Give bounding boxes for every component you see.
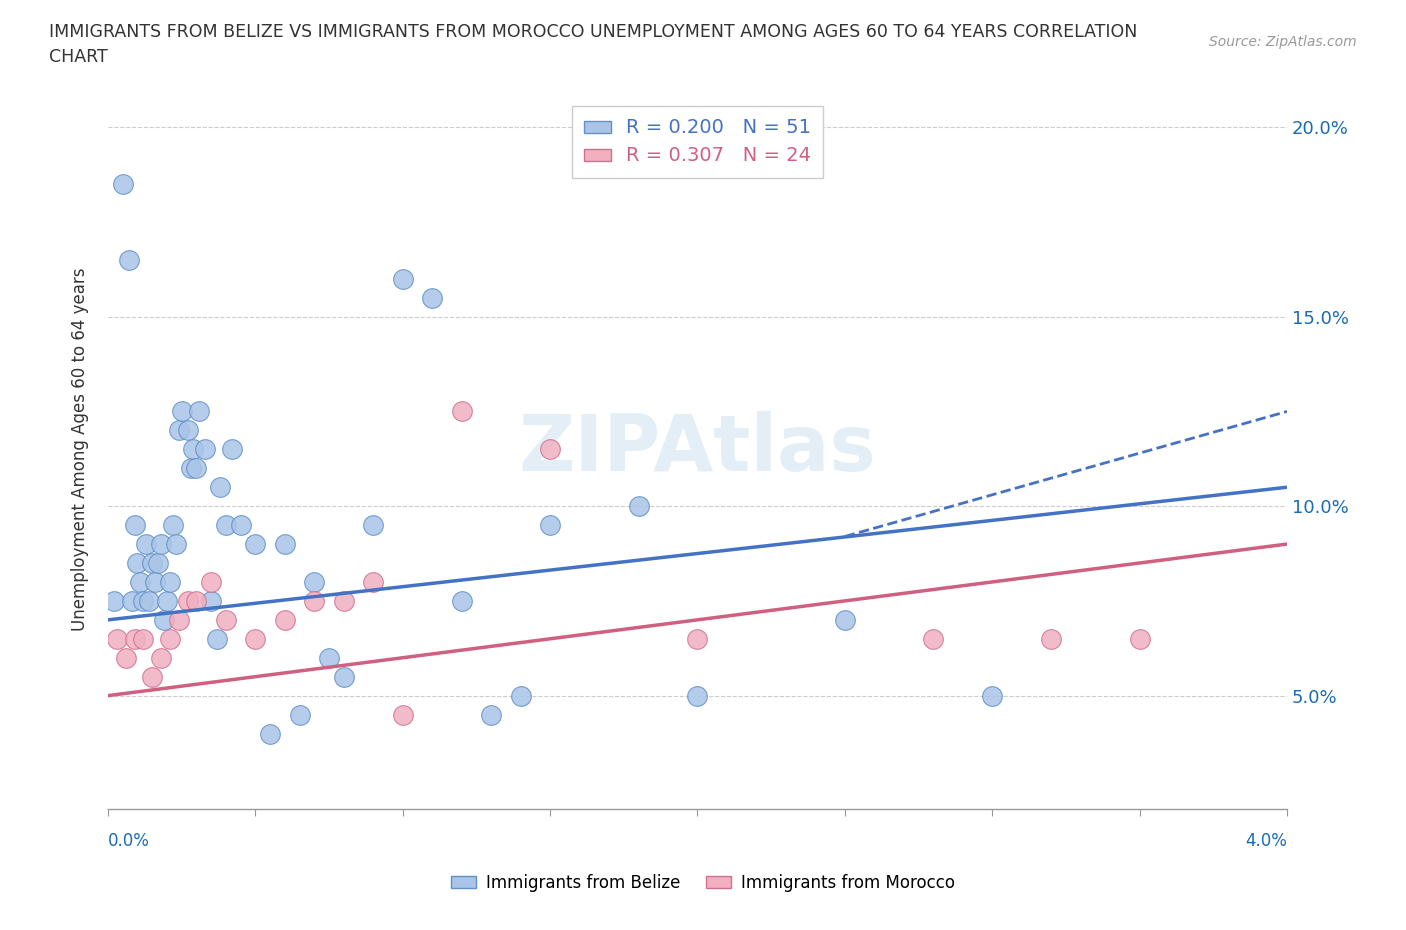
Point — [121, 593, 143, 608]
Point — [274, 537, 297, 551]
Point — [627, 498, 650, 513]
Point — [114, 650, 136, 665]
Point — [117, 252, 139, 267]
Point — [318, 650, 340, 665]
Point — [200, 593, 222, 608]
Point — [208, 480, 231, 495]
Point — [111, 177, 134, 192]
Point — [259, 726, 281, 741]
Text: 0.0%: 0.0% — [108, 832, 150, 850]
Point — [288, 707, 311, 722]
Point — [333, 670, 356, 684]
Point — [162, 518, 184, 533]
Point — [132, 631, 155, 646]
Y-axis label: Unemployment Among Ages 60 to 64 years: Unemployment Among Ages 60 to 64 years — [72, 268, 89, 631]
Point — [333, 593, 356, 608]
Point — [124, 631, 146, 646]
Point — [361, 575, 384, 590]
Point — [188, 404, 211, 418]
Point — [159, 575, 181, 590]
Point — [141, 670, 163, 684]
Point — [103, 593, 125, 608]
Point — [391, 272, 413, 286]
Point — [180, 461, 202, 476]
Point — [124, 518, 146, 533]
Point — [127, 555, 149, 570]
Point — [135, 537, 157, 551]
Point — [150, 650, 173, 665]
Point — [167, 423, 190, 438]
Point — [170, 404, 193, 418]
Point — [215, 518, 238, 533]
Point — [479, 707, 502, 722]
Point — [143, 575, 166, 590]
Point — [1129, 631, 1152, 646]
Point — [274, 612, 297, 627]
Point — [141, 555, 163, 570]
Point — [194, 442, 217, 457]
Point — [167, 612, 190, 627]
Point — [686, 631, 709, 646]
Point — [922, 631, 945, 646]
Point — [450, 404, 472, 418]
Point — [200, 575, 222, 590]
Point — [165, 537, 187, 551]
Point — [221, 442, 243, 457]
Point — [391, 707, 413, 722]
Point — [245, 537, 267, 551]
Point — [138, 593, 160, 608]
Point — [538, 442, 561, 457]
Point — [1040, 631, 1063, 646]
Point — [834, 612, 856, 627]
Point — [205, 631, 228, 646]
Legend: R = 0.200   N = 51, R = 0.307   N = 24: R = 0.200 N = 51, R = 0.307 N = 24 — [572, 106, 824, 178]
Legend: Immigrants from Belize, Immigrants from Morocco: Immigrants from Belize, Immigrants from … — [444, 867, 962, 898]
Point — [150, 537, 173, 551]
Point — [183, 442, 205, 457]
Point — [156, 593, 179, 608]
Point — [304, 575, 326, 590]
Point — [229, 518, 252, 533]
Point — [129, 575, 152, 590]
Point — [176, 593, 198, 608]
Point — [105, 631, 128, 646]
Point — [538, 518, 561, 533]
Point — [215, 612, 238, 627]
Text: Source: ZipAtlas.com: Source: ZipAtlas.com — [1209, 35, 1357, 49]
Text: CHART: CHART — [49, 48, 108, 66]
Point — [245, 631, 267, 646]
Text: ZIPAtlas: ZIPAtlas — [519, 411, 876, 487]
Point — [686, 688, 709, 703]
Text: 4.0%: 4.0% — [1246, 832, 1286, 850]
Point — [304, 593, 326, 608]
Point — [450, 593, 472, 608]
Point — [420, 290, 443, 305]
Point — [509, 688, 531, 703]
Point — [186, 461, 208, 476]
Point — [361, 518, 384, 533]
Point — [981, 688, 1004, 703]
Point — [153, 612, 176, 627]
Point — [159, 631, 181, 646]
Point — [176, 423, 198, 438]
Point — [146, 555, 169, 570]
Point — [186, 593, 208, 608]
Text: IMMIGRANTS FROM BELIZE VS IMMIGRANTS FROM MOROCCO UNEMPLOYMENT AMONG AGES 60 TO : IMMIGRANTS FROM BELIZE VS IMMIGRANTS FRO… — [49, 23, 1137, 41]
Point — [132, 593, 155, 608]
